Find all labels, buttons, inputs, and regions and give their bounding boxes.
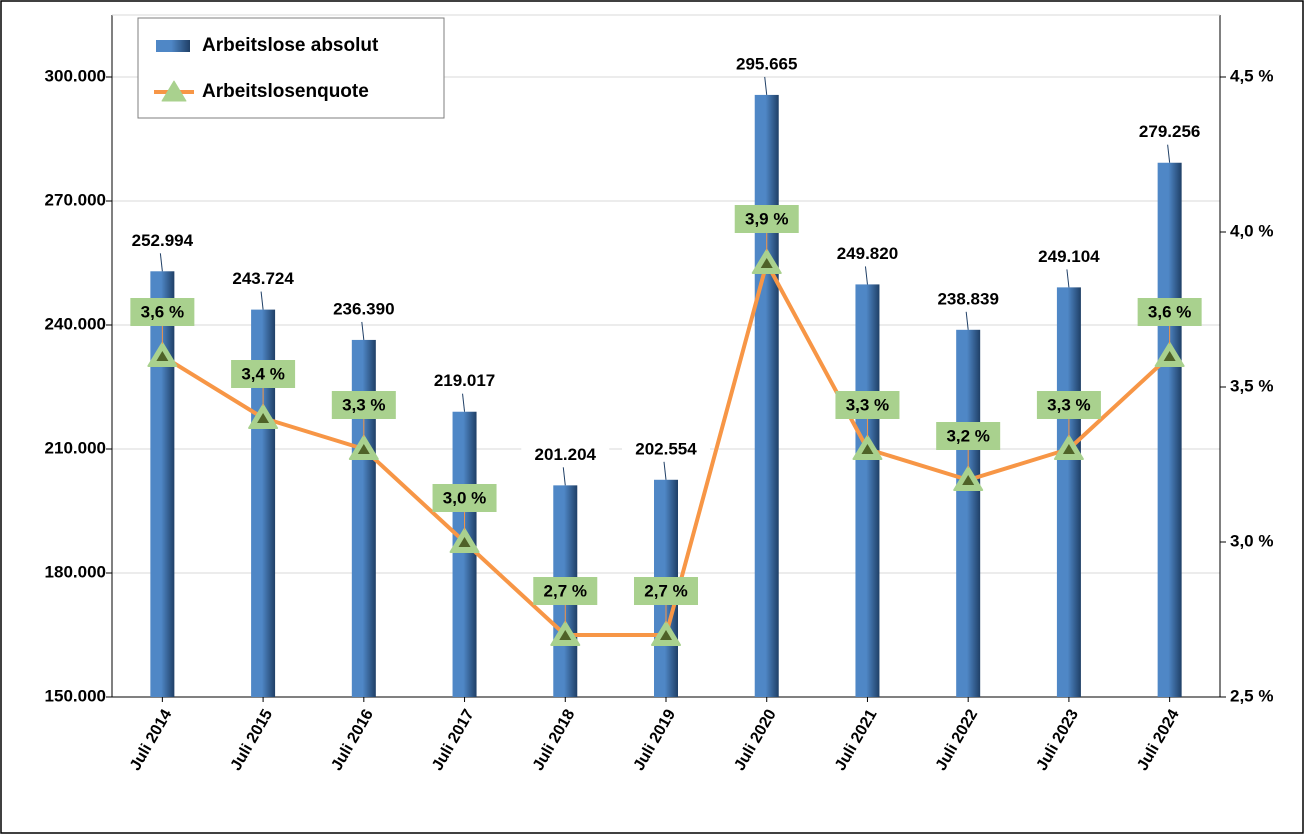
y-tick-label: 210.000 <box>45 438 106 457</box>
label-leader <box>361 321 365 340</box>
value-label: 3,4 % <box>241 364 284 383</box>
value-label-bg <box>219 267 308 290</box>
y2-tick-label: 3,0 % <box>1230 531 1273 550</box>
label-leader <box>159 253 163 272</box>
line-marker-inner <box>458 537 471 547</box>
legend-swatch <box>156 40 190 52</box>
label-leader <box>260 291 264 310</box>
value-label-bg <box>734 205 799 233</box>
value-label: 3,3 % <box>342 395 385 414</box>
value-label-bg <box>319 297 408 320</box>
value-label-bg <box>118 229 207 252</box>
value-label-bg <box>1036 391 1101 419</box>
line-marker-inner <box>257 413 270 423</box>
value-label: 236.390 <box>333 299 394 318</box>
value-label-bg <box>1024 245 1113 268</box>
bar <box>452 411 477 697</box>
y2-tick-label: 3,5 % <box>1230 376 1273 395</box>
value-label-bg <box>130 298 195 326</box>
legend-marker <box>161 80 187 102</box>
value-label-bg <box>231 360 296 388</box>
value-label: 3,6 % <box>1148 302 1191 321</box>
value-label-bg <box>722 52 811 75</box>
value-label: 249.820 <box>837 244 898 263</box>
value-label: 279.256 <box>1139 122 1200 141</box>
value-label-bg <box>420 369 509 392</box>
label-leader <box>562 467 566 486</box>
line-marker-inner <box>1163 351 1176 361</box>
label-leader <box>1167 144 1171 163</box>
value-label: 201.204 <box>535 445 597 464</box>
value-label: 3,9 % <box>745 209 788 228</box>
line-marker-inner <box>861 444 874 454</box>
value-label: 3,3 % <box>846 395 889 414</box>
value-label: 3,6 % <box>141 302 184 321</box>
value-label-bg <box>331 391 396 419</box>
value-label: 243.724 <box>232 269 294 288</box>
line-marker-inner <box>559 630 572 640</box>
line-marker-inner <box>760 258 773 268</box>
bar <box>1157 162 1182 697</box>
value-label-bg <box>936 422 1001 450</box>
y2-tick-label: 2,5 % <box>1230 686 1273 705</box>
label-leader <box>864 266 868 285</box>
y-tick-label: 150.000 <box>45 686 106 705</box>
label-leader <box>462 393 466 412</box>
bar <box>855 284 880 697</box>
value-label-bg <box>1125 120 1214 143</box>
y-tick-label: 300.000 <box>45 66 106 85</box>
bar <box>754 94 779 698</box>
y2-tick-label: 4,5 % <box>1230 66 1273 85</box>
value-label: 3,2 % <box>946 426 989 445</box>
bar <box>1056 287 1081 697</box>
value-label: 3,0 % <box>443 488 486 507</box>
label-leader <box>764 76 768 95</box>
value-label: 2,7 % <box>644 581 687 600</box>
value-label: 238.839 <box>937 289 998 308</box>
value-label-bg <box>521 443 610 466</box>
bar <box>956 329 981 697</box>
legend-label: Arbeitslosenquote <box>202 81 369 102</box>
y-tick-label: 270.000 <box>45 190 106 209</box>
label-leader <box>663 461 667 480</box>
value-label-bg <box>432 484 497 512</box>
line-marker-inner <box>1062 444 1075 454</box>
line-marker-inner <box>962 475 975 485</box>
line-marker-inner <box>660 630 672 640</box>
value-label-bg <box>533 577 598 605</box>
line-marker-inner <box>357 444 370 454</box>
value-label-bg <box>835 391 900 419</box>
label-leader <box>965 311 969 330</box>
value-label: 249.104 <box>1038 247 1100 266</box>
value-label: 202.554 <box>635 439 697 458</box>
value-label-bg <box>634 577 698 605</box>
value-label: 2,7 % <box>544 581 587 600</box>
value-label: 295.665 <box>736 54 797 73</box>
label-leader <box>1066 269 1070 288</box>
value-label: 3,3 % <box>1047 395 1090 414</box>
value-label-bg <box>622 437 710 460</box>
value-label-bg <box>823 242 912 265</box>
y-tick-label: 240.000 <box>45 314 106 333</box>
y-tick-label: 180.000 <box>45 562 106 581</box>
value-label-bg <box>924 287 1013 310</box>
value-label: 252.994 <box>132 231 194 250</box>
legend-label: Arbeitslose absolut <box>202 35 379 56</box>
line-marker-inner <box>156 351 169 361</box>
y2-tick-label: 4,0 % <box>1230 221 1273 240</box>
value-label: 219.017 <box>434 371 495 390</box>
value-label-bg <box>1137 298 1202 326</box>
legend-box <box>137 17 445 119</box>
